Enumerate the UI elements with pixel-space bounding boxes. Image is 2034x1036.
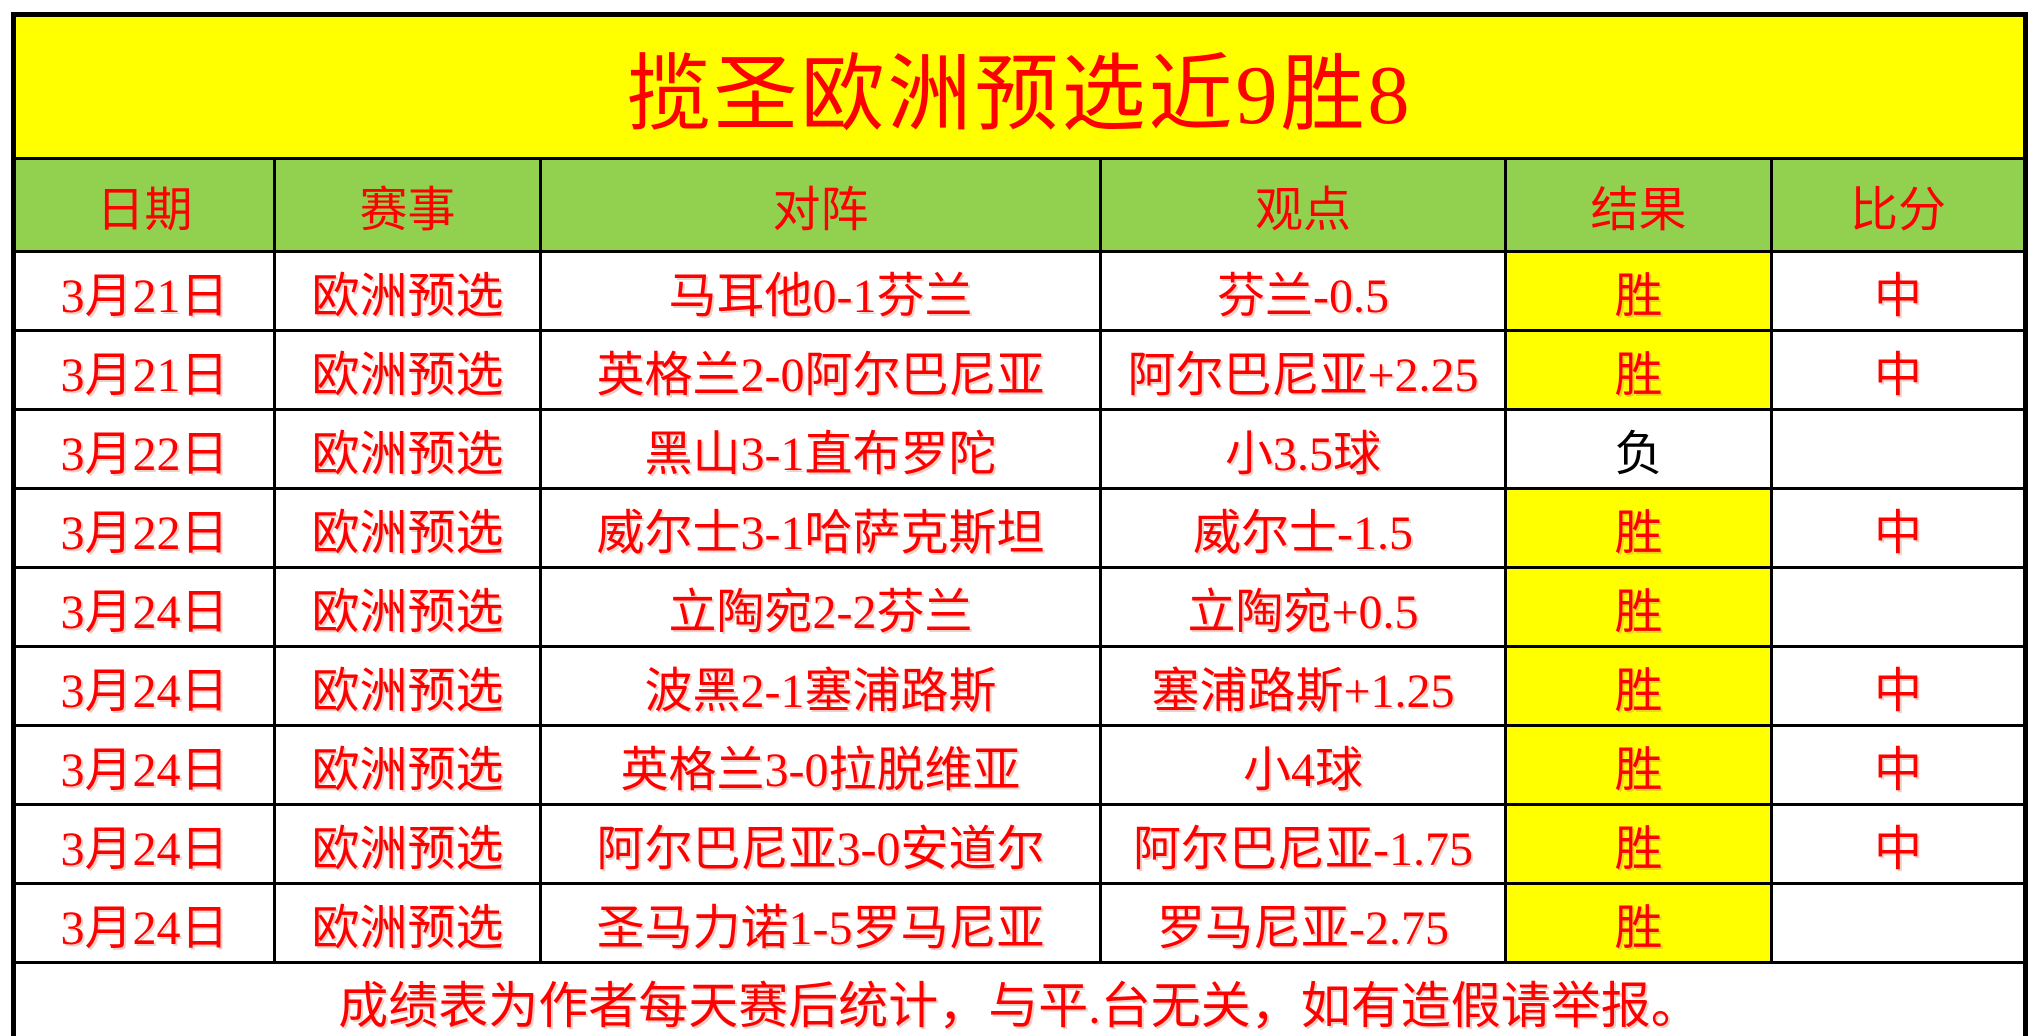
cell-event: 欧洲预选 [273, 645, 542, 727]
cell-date: 3月22日 [12, 487, 276, 569]
footer-note: 成绩表为作者每天赛后统计，与平.台无关，如有造假请举报。 [11, 961, 2028, 1036]
cell-result: 胜 [1504, 329, 1773, 411]
cell-event: 欧洲预选 [273, 408, 542, 490]
table-body: 3月21日 欧洲预选 马耳他0-1芬兰 芬兰-0.5 胜 中 3月21日 欧洲预… [12, 250, 2028, 964]
table-row: 3月24日 欧洲预选 波黑2-1塞浦路斯 塞浦路斯+1.25 胜 中 [12, 645, 2028, 727]
cell-view: 阿尔巴尼亚+2.25 [1099, 329, 1507, 411]
header-row: 日期 赛事 对阵 观点 结果 比分 [12, 157, 2028, 253]
cell-score [1769, 566, 2028, 648]
cell-view: 阿尔巴尼亚-1.75 [1099, 803, 1507, 885]
table-row: 3月24日 欧洲预选 立陶宛2-2芬兰 立陶宛+0.5 胜 [12, 566, 2028, 648]
cell-match: 马耳他0-1芬兰 [539, 250, 1102, 332]
cell-view: 塞浦路斯+1.25 [1099, 645, 1507, 727]
cell-event: 欧洲预选 [273, 487, 542, 569]
table-row: 3月24日 欧洲预选 圣马力诺1-5罗马尼亚 罗马尼亚-2.75 胜 [12, 882, 2028, 964]
cell-result: 胜 [1504, 250, 1773, 332]
cell-match: 立陶宛2-2芬兰 [539, 566, 1102, 648]
table-row: 3月22日 欧洲预选 黑山3-1直布罗陀 小3.5球 负 [12, 408, 2028, 490]
cell-match: 波黑2-1塞浦路斯 [539, 645, 1102, 727]
cell-score: 中 [1769, 724, 2028, 806]
cell-score: 中 [1769, 329, 2028, 411]
cell-event: 欧洲预选 [273, 803, 542, 885]
cell-view: 芬兰-0.5 [1099, 250, 1507, 332]
cell-date: 3月24日 [12, 724, 276, 806]
cell-event: 欧洲预选 [273, 329, 542, 411]
footer-row: 成绩表为作者每天赛后统计，与平.台无关，如有造假请举报。 [11, 961, 2028, 1036]
cell-date: 3月21日 [12, 250, 276, 332]
cell-score: 中 [1769, 250, 2028, 332]
cell-match: 圣马力诺1-5罗马尼亚 [539, 882, 1102, 964]
cell-result: 胜 [1504, 803, 1773, 885]
table-row: 3月22日 欧洲预选 威尔士3-1哈萨克斯坦 威尔士-1.5 胜 中 [12, 487, 2028, 569]
cell-date: 3月24日 [12, 803, 276, 885]
cell-date: 3月24日 [12, 566, 276, 648]
cell-event: 欧洲预选 [273, 882, 542, 964]
cell-result: 负 [1504, 408, 1773, 490]
title-row: 揽圣欧洲预选近9胜8 [11, 13, 2028, 160]
table-row: 3月24日 欧洲预选 英格兰3-0拉脱维亚 小4球 胜 中 [12, 724, 2028, 806]
cell-view: 罗马尼亚-2.75 [1099, 882, 1507, 964]
cell-score [1769, 408, 2028, 490]
page-title: 揽圣欧洲预选近9胜8 [11, 13, 2028, 160]
cell-result: 胜 [1504, 882, 1773, 964]
table-row: 3月24日 欧洲预选 阿尔巴尼亚3-0安道尔 阿尔巴尼亚-1.75 胜 中 [12, 803, 2028, 885]
cell-event: 欧洲预选 [273, 250, 542, 332]
column-header-date: 日期 [12, 157, 276, 253]
cell-match: 威尔士3-1哈萨克斯坦 [539, 487, 1102, 569]
cell-match: 黑山3-1直布罗陀 [539, 408, 1102, 490]
cell-score: 中 [1769, 487, 2028, 569]
cell-score [1769, 882, 2028, 964]
column-header-event: 赛事 [273, 157, 542, 253]
cell-score: 中 [1769, 803, 2028, 885]
cell-score: 中 [1769, 645, 2028, 727]
cell-match: 英格兰2-0阿尔巴尼亚 [539, 329, 1102, 411]
table-row: 3月21日 欧洲预选 英格兰2-0阿尔巴尼亚 阿尔巴尼亚+2.25 胜 中 [12, 329, 2028, 411]
cell-result: 胜 [1504, 645, 1773, 727]
column-header-view: 观点 [1099, 157, 1507, 253]
column-header-result: 结果 [1504, 157, 1773, 253]
cell-view: 威尔士-1.5 [1099, 487, 1507, 569]
column-header-match: 对阵 [539, 157, 1102, 253]
cell-view: 立陶宛+0.5 [1099, 566, 1507, 648]
cell-view: 小4球 [1099, 724, 1507, 806]
cell-event: 欧洲预选 [273, 724, 542, 806]
column-header-score: 比分 [1769, 157, 2028, 253]
cell-match: 英格兰3-0拉脱维亚 [539, 724, 1102, 806]
cell-match: 阿尔巴尼亚3-0安道尔 [539, 803, 1102, 885]
cell-date: 3月24日 [12, 882, 276, 964]
cell-result: 胜 [1504, 487, 1773, 569]
table-row: 3月21日 欧洲预选 马耳他0-1芬兰 芬兰-0.5 胜 中 [12, 250, 2028, 332]
cell-date: 3月21日 [12, 329, 276, 411]
results-table: 揽圣欧洲预选近9胜8 日期 赛事 对阵 观点 结果 比分 3月21日 欧洲预选 … [11, 12, 2029, 1036]
cell-result: 胜 [1504, 566, 1773, 648]
cell-event: 欧洲预选 [273, 566, 542, 648]
cell-date: 3月24日 [12, 645, 276, 727]
cell-result: 胜 [1504, 724, 1773, 806]
cell-view: 小3.5球 [1099, 408, 1507, 490]
cell-date: 3月22日 [12, 408, 276, 490]
